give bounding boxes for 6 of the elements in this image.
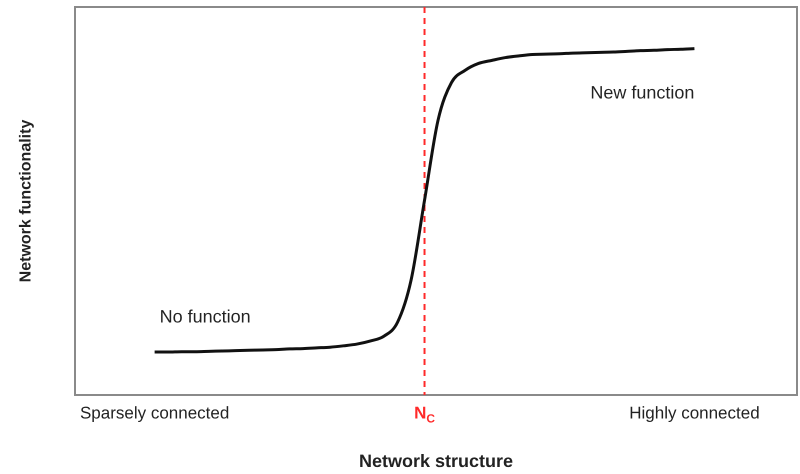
x-tick-label: Sparsely connected bbox=[80, 404, 230, 423]
y-axis-title: Network functionality bbox=[17, 120, 34, 282]
x-tick-label: Highly connected bbox=[629, 404, 760, 423]
annotation: No function bbox=[160, 306, 251, 326]
annotation: New function bbox=[590, 82, 694, 103]
x-axis-title: Network structure bbox=[358, 450, 514, 471]
